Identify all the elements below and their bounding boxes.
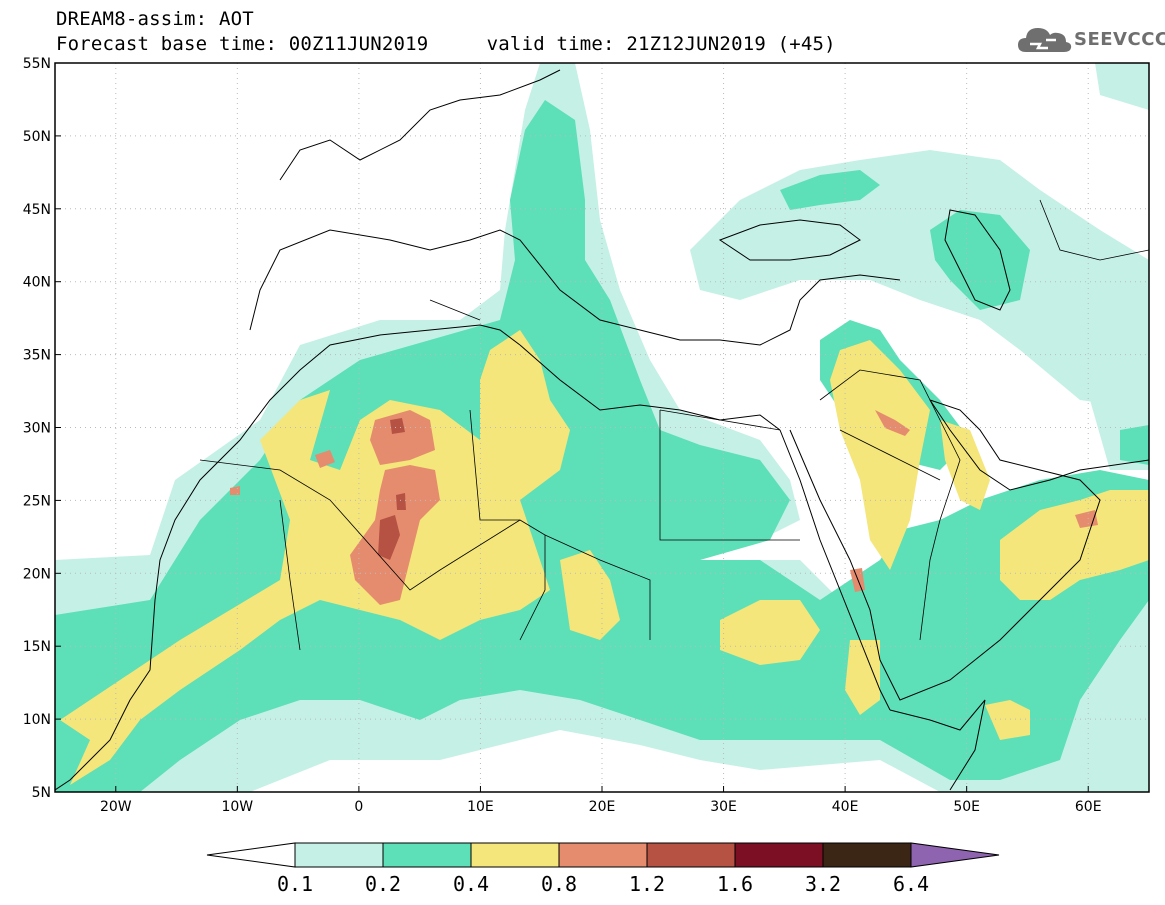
- lat-tick-label: 25N: [23, 493, 51, 509]
- plot-title: DREAM8-assim: AOT: [56, 8, 254, 30]
- colorbar-label: 0.1: [277, 872, 313, 896]
- colorbar-swatch: [382, 842, 472, 868]
- coastline-horn-africa: [889, 699, 986, 791]
- colorbar-label: 0.2: [365, 872, 401, 896]
- aot-band-0.4-0.8: [60, 330, 1149, 785]
- valid-time: valid time: 21Z12JUN2019 (+45): [486, 33, 836, 55]
- coastline-red-sea: [779, 429, 891, 711]
- lat-tick-label: 15N: [23, 639, 51, 655]
- lon-tick-label: 20W: [100, 799, 132, 815]
- lat-tick-label: 45N: [23, 202, 51, 218]
- lat-tick-label: 55N: [23, 56, 51, 72]
- aot-field: [55, 63, 1149, 792]
- colorbar-label: 1.6: [717, 872, 753, 896]
- logo-text: SEEVCCC: [1074, 29, 1165, 50]
- plot-subtitle: Forecast base time: 00Z11JUN2019 valid t…: [56, 33, 836, 55]
- lon-tick-label: 10E: [467, 799, 494, 815]
- cloud-icon: [1018, 28, 1072, 52]
- coastline-north-africa: [519, 344, 781, 431]
- colorbar-swatch: [734, 842, 824, 868]
- colorbar-label: 0.8: [541, 872, 577, 896]
- colorbar-swatch: [470, 842, 560, 868]
- colorbar: 0.1 0.2 0.4 0.8 1.2 1.6 3.2 6.4: [206, 842, 1000, 896]
- colorbar-swatch: [646, 842, 736, 868]
- lat-tick-label: 30N: [23, 421, 51, 437]
- lon-tick-label: 30E: [710, 799, 737, 815]
- lon-tick-label: 20E: [589, 799, 616, 815]
- coastline-arabia: [789, 399, 1101, 701]
- lon-tick-label: 0: [354, 799, 363, 815]
- seevccc-logo: SEEVCCC: [1016, 22, 1165, 58]
- lat-tick-label: 5N: [32, 785, 51, 801]
- lat-tick-label: 35N: [23, 348, 51, 364]
- colorbar-label: 3.2: [805, 872, 841, 896]
- lat-tick-label: 20N: [23, 566, 51, 582]
- aot-band-1.2-1.6: [378, 418, 406, 560]
- colorbar-swatch: [822, 842, 912, 868]
- coastline-caspian: [944, 209, 1011, 311]
- colorbar-label: 6.4: [893, 872, 929, 896]
- lat-tick-label: 10N: [23, 712, 51, 728]
- country-borders: [199, 199, 1149, 651]
- coastline-west-africa: [55, 324, 521, 791]
- coastline-persian-gulf: [929, 399, 1149, 491]
- colorbar-arrow-low: [206, 842, 296, 868]
- coastline-north: [279, 69, 561, 181]
- colorbar-label: 1.2: [629, 872, 665, 896]
- colorbar-swatch: [294, 842, 384, 868]
- colorbar-label: 0.4: [453, 872, 489, 896]
- coastlines: [55, 69, 1149, 791]
- lon-tick-label: 40E: [832, 799, 859, 815]
- colorbar-swatch: [558, 842, 648, 868]
- coastline-black-sea: [718, 219, 861, 261]
- axis-labels: 55N 50N 45N 40N 35N 30N 25N 20N 15N 10N 5N 20W 10W 0 1…: [23, 56, 1102, 815]
- lat-tick-label: 50N: [23, 129, 51, 145]
- lat-tick-label: 40N: [23, 275, 51, 291]
- lon-tick-label: 10W: [221, 799, 253, 815]
- colorbar-arrow-high: [910, 842, 1000, 868]
- lon-tick-label: 50E: [953, 799, 980, 815]
- coastline-europe: [249, 229, 901, 346]
- forecast-base-time: Forecast base time: 00Z11JUN2019: [56, 33, 429, 55]
- lon-tick-label: 60E: [1075, 799, 1102, 815]
